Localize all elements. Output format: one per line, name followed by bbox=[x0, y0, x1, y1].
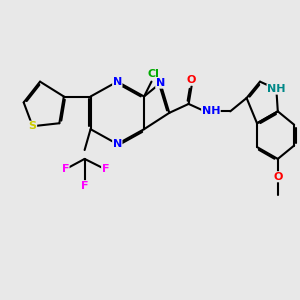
Text: F: F bbox=[102, 164, 109, 174]
Text: N: N bbox=[113, 139, 122, 149]
Text: F: F bbox=[61, 164, 69, 174]
Text: F: F bbox=[81, 181, 88, 191]
Text: O: O bbox=[273, 172, 283, 182]
Text: N: N bbox=[113, 76, 122, 87]
Text: NH: NH bbox=[202, 106, 220, 116]
Text: Cl: Cl bbox=[147, 69, 159, 79]
Text: O: O bbox=[187, 75, 196, 85]
Text: N: N bbox=[156, 78, 165, 88]
Text: NH: NH bbox=[267, 84, 286, 94]
Text: S: S bbox=[28, 121, 37, 131]
